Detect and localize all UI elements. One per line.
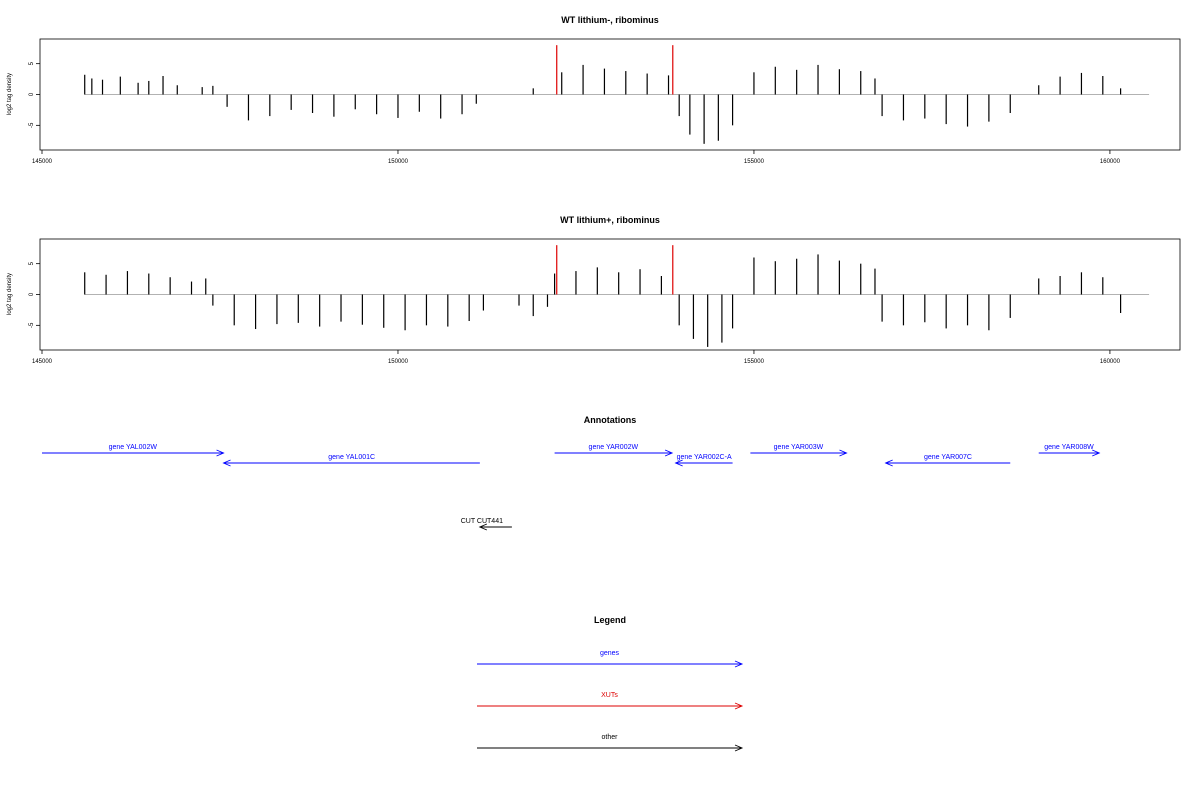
annotation-items: gene YAL002W gene YAL001C gene YAR002W gene…: [42, 444, 1101, 531]
legend-items: genes XUTs other: [477, 650, 744, 752]
legend-label: other: [602, 734, 619, 741]
legend-panel: Legend genes XUTs other: [477, 615, 744, 752]
x-tick-label: 145000: [32, 359, 53, 365]
annotation-arrow: gene YAR002C-A: [674, 454, 733, 467]
legend-item: other: [477, 734, 744, 752]
annotation-arrow: CUT CUT441: [461, 518, 512, 531]
x-tick-label: 155000: [744, 159, 765, 165]
annotation-label: gene YAL002W: [109, 444, 158, 451]
annotation-arrow: gene YAR008W: [1038, 444, 1101, 457]
y-tick-label: 5: [29, 61, 35, 65]
y-tick-label: 0: [29, 292, 35, 296]
y-tick-label: -5: [29, 122, 35, 128]
y-tick-label: -5: [29, 322, 35, 328]
panel-title: WT lithium-, ribominus: [561, 15, 659, 25]
axes-layer: 145000 150000 155000 160000 -5 0 5: [29, 261, 1121, 365]
annotation-arrow: gene YAL002W: [42, 444, 225, 457]
panel-lithium-plus: WT lithium+, ribominus log2 tag density …: [7, 215, 1181, 365]
annotation-arrow: gene YAL001C: [222, 454, 480, 467]
x-tick-label: 150000: [388, 159, 409, 165]
x-tick-label: 150000: [388, 359, 409, 365]
annotation-arrow: gene YAR003W: [750, 444, 848, 457]
legend-label: genes: [600, 650, 620, 657]
annotation-label: gene YAL001C: [328, 454, 375, 461]
annotations-title: Annotations: [584, 415, 637, 425]
annotation-arrow: gene YAR007C: [884, 454, 1011, 467]
bars-layer: [84, 45, 1150, 144]
panel-lithium-minus: WT lithium-, ribominus log2 tag density …: [7, 15, 1181, 165]
panel-title: WT lithium+, ribominus: [560, 215, 660, 225]
annotation-label: gene YAR003W: [774, 444, 824, 451]
annotation-label: gene YAR002W: [589, 444, 639, 451]
y-tick-label: 5: [29, 261, 35, 265]
x-tick-label: 155000: [744, 359, 765, 365]
x-tick-label: 160000: [1100, 159, 1121, 165]
legend-title: Legend: [594, 615, 626, 625]
annotation-arrow: gene YAR002W: [554, 444, 674, 457]
x-tick-label: 160000: [1100, 359, 1121, 365]
axes-layer: 145000 150000 155000 160000 -5 0 5: [29, 61, 1121, 165]
y-axis-label: log2 tag density: [7, 273, 13, 315]
legend-item: genes: [477, 650, 744, 668]
annotation-label: gene YAR008W: [1044, 444, 1094, 451]
annotation-label: gene YAR002C-A: [677, 454, 732, 461]
bars-layer: [84, 245, 1150, 347]
annotation-label: gene YAR007C: [924, 454, 972, 461]
legend-item: XUTs: [477, 692, 744, 710]
y-tick-label: 0: [29, 92, 35, 96]
legend-label: XUTs: [601, 692, 618, 699]
annotation-label: CUT CUT441: [461, 518, 503, 525]
y-axis-label: log2 tag density: [7, 73, 13, 115]
x-tick-label: 145000: [32, 159, 53, 165]
